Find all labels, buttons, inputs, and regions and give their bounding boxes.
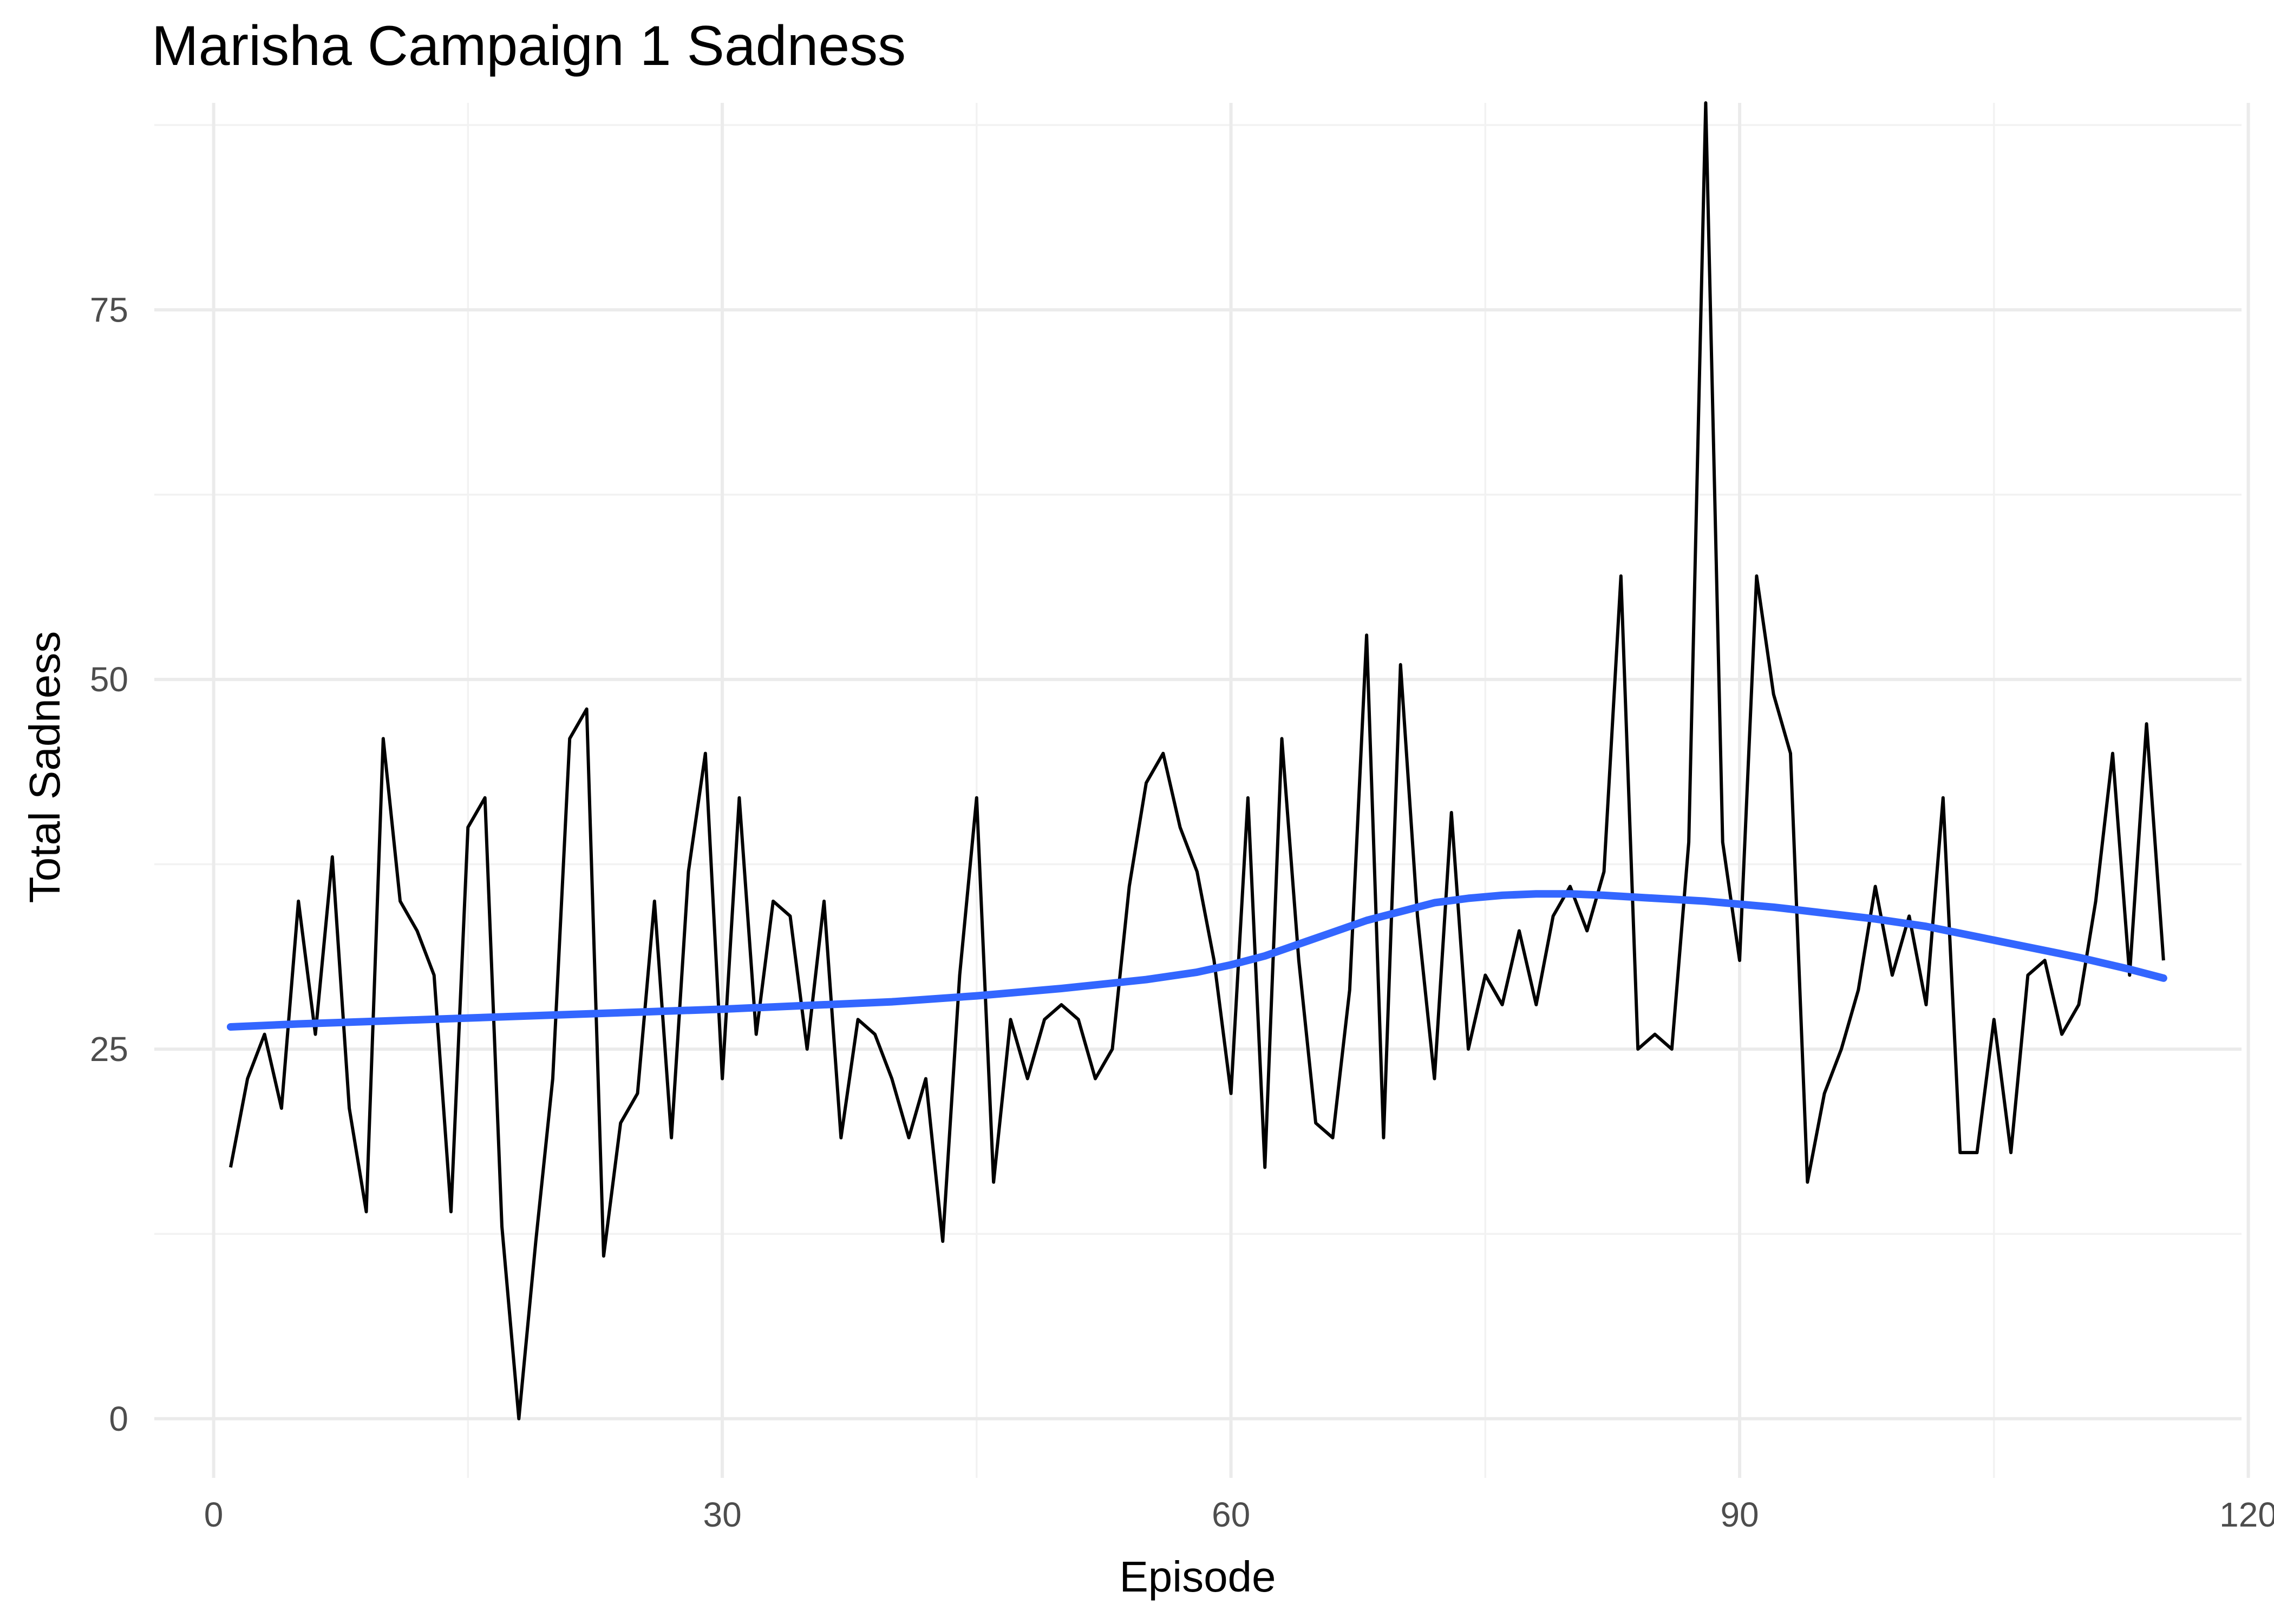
smooth-trend-line (226, 890, 2167, 1031)
x-axis-title: Episode (1119, 1553, 1276, 1601)
x-tick-label: 90 (1720, 1495, 1759, 1534)
x-axis-tick-labels: 0 30 60 90 120 (204, 1495, 2274, 1534)
x-tick-label: 60 (1212, 1495, 1250, 1534)
y-tick-label: 50 (90, 660, 128, 699)
y-axis-tick-labels: 0 25 50 75 (90, 290, 128, 1438)
major-gridlines (154, 103, 2250, 1478)
x-tick-label: 0 (204, 1495, 224, 1534)
y-tick-label: 0 (109, 1399, 128, 1438)
x-tick-label: 30 (703, 1495, 741, 1534)
y-tick-label: 25 (90, 1030, 128, 1069)
y-axis-title: Total Sadness (21, 631, 69, 903)
x-tick-label: 120 (2219, 1495, 2274, 1534)
chart-title: Marisha Campaign 1 Sadness (152, 15, 906, 77)
y-tick-label: 75 (90, 290, 128, 329)
sadness-series-line (228, 101, 2165, 1420)
